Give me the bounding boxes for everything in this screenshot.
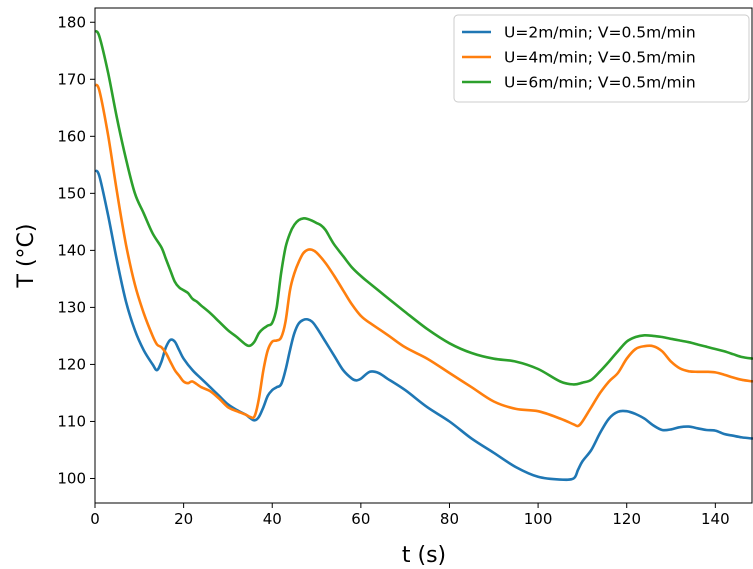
x-tick-label: 60 (351, 510, 370, 528)
y-tick-label: 110 (57, 412, 86, 430)
series-layer (95, 29, 753, 482)
y-axis: 100 110 120 130 140 150 160 170 180 (57, 13, 95, 487)
series-line-3 (95, 29, 753, 386)
legend-box (453, 14, 750, 103)
y-tick-label: 120 (57, 355, 86, 373)
x-tick-label: 20 (174, 510, 193, 528)
legend-label: U=4m/min; V=0.5m/min (504, 49, 696, 67)
y-tick-label: 180 (57, 13, 86, 31)
y-tick-label: 130 (57, 298, 86, 316)
x-tick-label: 0 (90, 510, 100, 528)
series-line-1 (95, 169, 753, 482)
y-tick-label: 160 (57, 127, 86, 145)
y-tick-label: 150 (57, 184, 86, 202)
legend: U=2m/min; V=0.5m/min U=4m/min; V=0.5m/min… (453, 14, 750, 103)
x-axis-label: t (s) (402, 543, 446, 568)
y-axis-label: T (°C) (14, 224, 39, 289)
x-axis: 0 20 40 60 80 100 120 140 (90, 503, 730, 528)
x-tick-label: 40 (263, 510, 282, 528)
x-tick-label: 80 (440, 510, 459, 528)
x-tick-label: 100 (524, 510, 553, 528)
legend-label: U=6m/min; V=0.5m/min (504, 74, 696, 92)
y-tick-label: 170 (57, 70, 86, 88)
series-line-2 (95, 83, 753, 428)
y-tick-label: 100 (57, 469, 86, 487)
y-tick-label: 140 (57, 241, 86, 259)
x-tick-label: 140 (701, 510, 730, 528)
legend-label: U=2m/min; V=0.5m/min (504, 24, 696, 42)
x-tick-label: 120 (612, 510, 641, 528)
plot-frame (94, 7, 753, 504)
